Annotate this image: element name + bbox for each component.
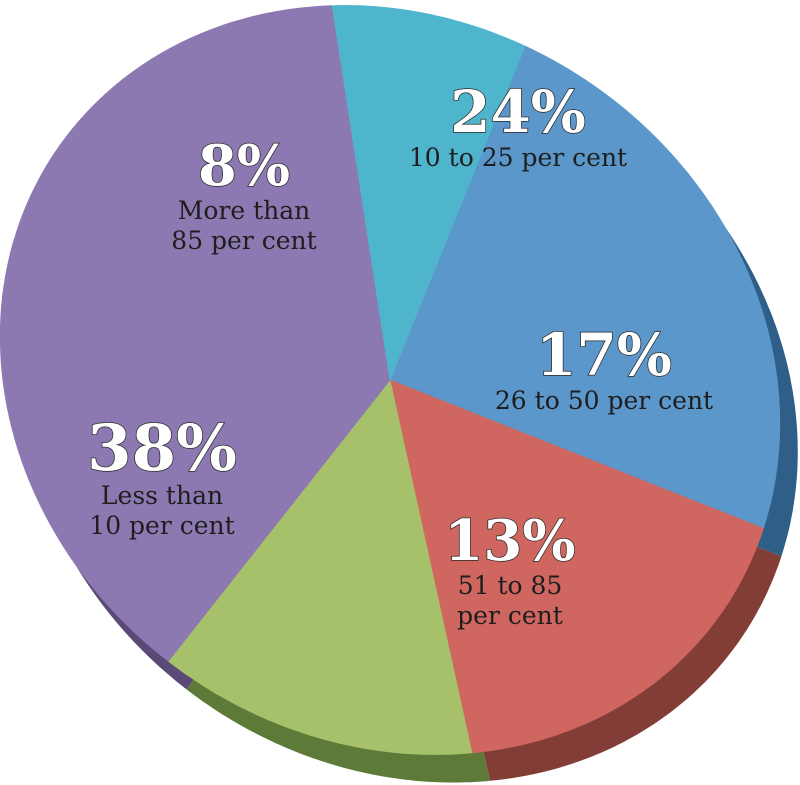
slice-percent-label-0: 24% xyxy=(450,78,586,146)
slice-percent-label-4: 8% xyxy=(198,133,290,199)
slice-category-label-2-0: 51 to 85 xyxy=(458,571,563,600)
pie-labels: 24%10 to 25 per cent 17%26 to 50 per cent… xyxy=(86,77,713,630)
slice-percent-label-3: 38% xyxy=(87,411,237,486)
slice-category-label-3-0: Less than xyxy=(101,481,223,510)
slice-percent-label-1: 17% xyxy=(536,321,672,389)
slice-category-label-1-0: 26 to 50 per cent xyxy=(495,386,713,415)
pie-slice-1 xyxy=(389,379,764,754)
pie-slice-2 xyxy=(167,379,473,755)
slice-category-label-4-0: More than xyxy=(178,196,311,225)
pie-slice-3 xyxy=(0,5,391,662)
pie-slice-4 xyxy=(331,5,526,382)
slice-category-label-4-1: 85 per cent xyxy=(171,226,316,255)
slice-category-label-3-1: 10 per cent xyxy=(89,511,234,540)
pie-top xyxy=(0,5,781,755)
slice-category-label-2-1: per cent xyxy=(457,601,563,630)
slice-category-label-0-0: 10 to 25 per cent xyxy=(409,143,627,172)
pie-slice-0 xyxy=(389,45,781,529)
slice-percent-label-2: 13% xyxy=(444,508,575,574)
